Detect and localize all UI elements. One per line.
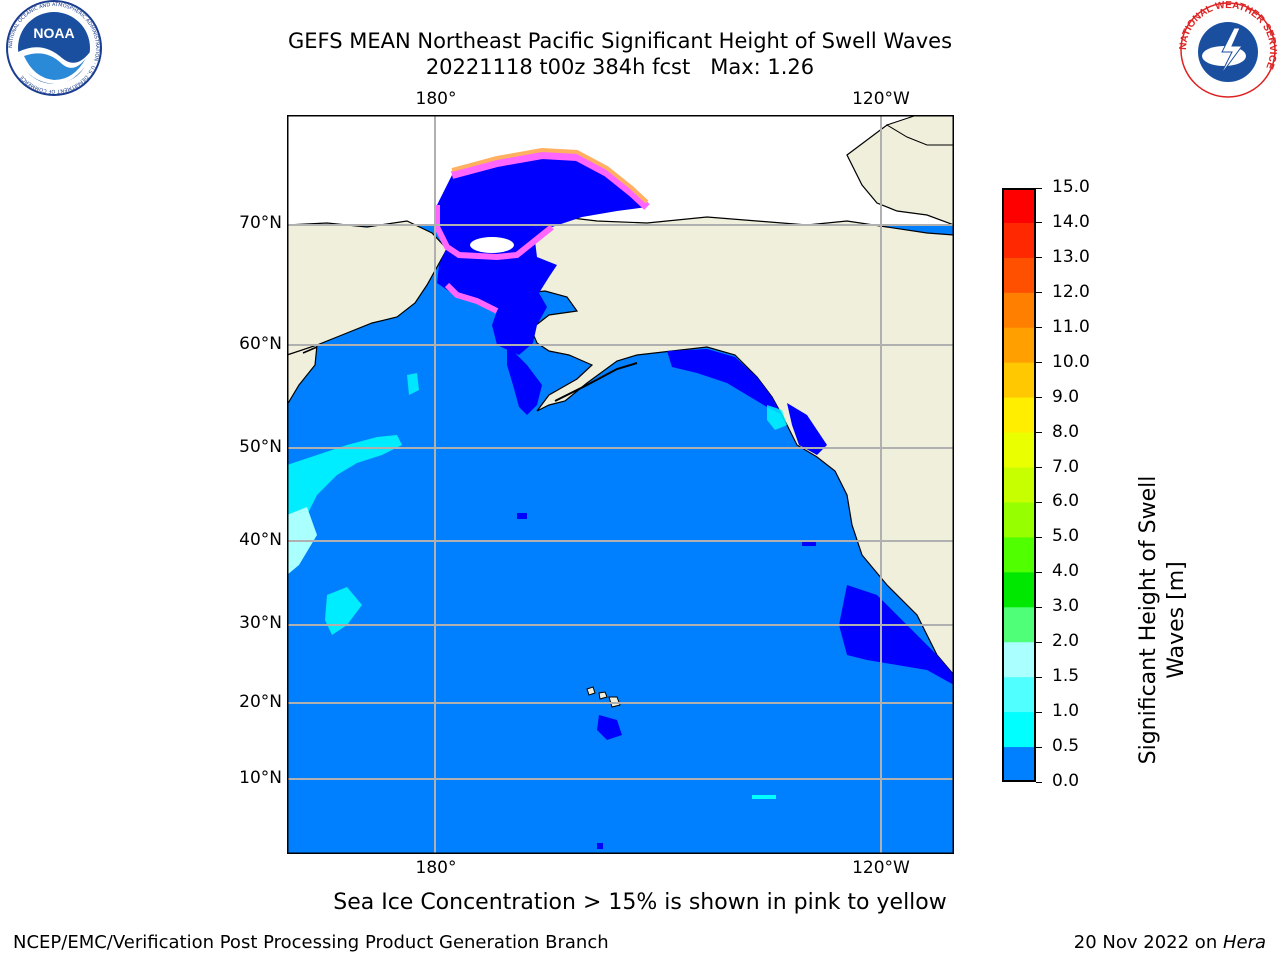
colorbar-tick-mark — [1036, 606, 1042, 608]
colorbar-segment — [1002, 747, 1036, 782]
colorbar-segment — [1002, 292, 1036, 329]
colorbar-tick-label: 10.0 — [1052, 351, 1090, 372]
noaa-logo: NOAA NATIONAL OCEANIC AND ATMOSPHERIC AD… — [6, 0, 102, 96]
colorbar-segment — [1002, 432, 1036, 469]
colorbar-segment — [1002, 362, 1036, 399]
footer-host: Hera — [1222, 932, 1266, 953]
colorbar-tick-mark — [1036, 397, 1042, 399]
colorbar-tick-mark — [1036, 536, 1042, 538]
colorbar-segment — [1002, 257, 1036, 294]
colorbar-tick-label: 3.0 — [1052, 596, 1080, 617]
colorbar-segment — [1002, 607, 1036, 643]
colorbar-tick-mark — [1036, 292, 1042, 294]
noaa-logo-text: NOAA — [33, 25, 74, 41]
lat-tick-50n: 50°N — [239, 437, 282, 457]
lon-tick-bottom-180: 180° — [415, 858, 457, 878]
colorbar-segment — [1002, 467, 1036, 503]
lat-tick-30n: 30°N — [239, 613, 282, 633]
colorbar-tick-mark — [1036, 327, 1042, 329]
lon-tick-bottom-120w: 120°W — [852, 858, 910, 878]
colorbar-title-line2: Waves [m] — [1164, 561, 1189, 679]
nws-logo: NATIONAL WEATHER SERVICE — [1178, 0, 1278, 98]
colorbar-tick-mark — [1036, 501, 1042, 503]
colorbar-segment — [1002, 397, 1036, 434]
colorbar-segment — [1002, 502, 1036, 538]
map-panel — [287, 115, 954, 854]
colorbar-tick-mark — [1036, 362, 1042, 364]
colorbar-tick-mark — [1036, 676, 1042, 678]
cyan-swell-patch — [287, 435, 402, 555]
colorbar-tick-mark — [1036, 641, 1042, 643]
graticule — [287, 115, 954, 854]
footer-date: 20 Nov 2022 on — [1073, 932, 1223, 953]
lat-tick-70n: 70°N — [239, 213, 282, 233]
colorbar-tick-mark — [1036, 571, 1042, 573]
colorbar-segment — [1002, 537, 1036, 573]
colorbar-segment — [1002, 222, 1036, 259]
colorbar-segment — [1002, 327, 1036, 364]
map-frame — [287, 115, 954, 854]
colorbar-tick-label: 9.0 — [1052, 386, 1080, 407]
colorbar-tick-label: 0.0 — [1052, 771, 1080, 791]
colorbar-tick-label: 12.0 — [1052, 281, 1090, 302]
colorbar-tick-label: 4.0 — [1052, 561, 1080, 582]
colorbar-tick-label: 0.5 — [1052, 736, 1080, 757]
colorbar-tick-label: 1.5 — [1052, 666, 1080, 687]
lat-tick-60n: 60°N — [239, 334, 282, 354]
colorbar-tick-label: 14.0 — [1052, 211, 1090, 232]
colorbar-tick-mark — [1036, 257, 1042, 259]
colorbar-tick-label: 13.0 — [1052, 246, 1090, 267]
colorbar-tick-label: 2.0 — [1052, 631, 1080, 652]
colorbar-tick-label: 11.0 — [1052, 316, 1090, 337]
colorbar-segment — [1002, 642, 1036, 678]
chart-title: GEFS MEAN Northeast Pacific Significant … — [287, 29, 953, 53]
colorbar-segment — [1002, 677, 1036, 713]
footer-left: NCEP/EMC/Verification Post Processing Pr… — [13, 932, 609, 953]
colorbar-title: Significant Height of Swell Waves [m] — [1135, 470, 1191, 770]
colorbar-tick-mark — [1036, 711, 1042, 713]
colorbar-tick-label: 1.0 — [1052, 701, 1080, 722]
colorbar-tick-label: 15.0 — [1052, 177, 1090, 197]
lon-tick-top-120w: 120°W — [852, 89, 910, 109]
colorbar-segment — [1002, 572, 1036, 608]
colorbar-segment — [1002, 188, 1036, 224]
colorbar-tick-mark — [1036, 746, 1042, 748]
colorbar — [1002, 188, 1036, 782]
lat-tick-40n: 40°N — [239, 530, 282, 550]
sea-ice-caption: Sea Ice Concentration > 15% is shown in … — [333, 890, 947, 915]
colorbar-tick-label: 8.0 — [1052, 421, 1080, 442]
colorbar-tick-mark — [1036, 781, 1042, 783]
colorbar-title-line1: Significant Height of Swell — [1136, 475, 1161, 765]
colorbar-tick-mark — [1036, 467, 1042, 469]
colorbar-tick-label: 6.0 — [1052, 491, 1080, 512]
lat-tick-10n: 10°N — [239, 768, 282, 788]
colorbar-segment — [1002, 712, 1036, 748]
footer-right: 20 Nov 2022 on Hera — [1074, 932, 1266, 953]
colorbar-tick-label: 5.0 — [1052, 526, 1080, 547]
colorbar-tick-mark — [1036, 432, 1042, 434]
colorbar-tick-label: 7.0 — [1052, 456, 1080, 477]
lat-tick-20n: 20°N — [239, 692, 282, 712]
chart-subtitle: 20221118 t00z 384h fcst Max: 1.26 — [425, 55, 815, 79]
coastal-low-swell — [839, 585, 954, 685]
lon-tick-top-180: 180° — [415, 89, 457, 109]
alaska-land — [486, 209, 954, 676]
colorbar-tick-mark — [1036, 187, 1042, 189]
colorbar-tick-mark — [1036, 222, 1042, 224]
